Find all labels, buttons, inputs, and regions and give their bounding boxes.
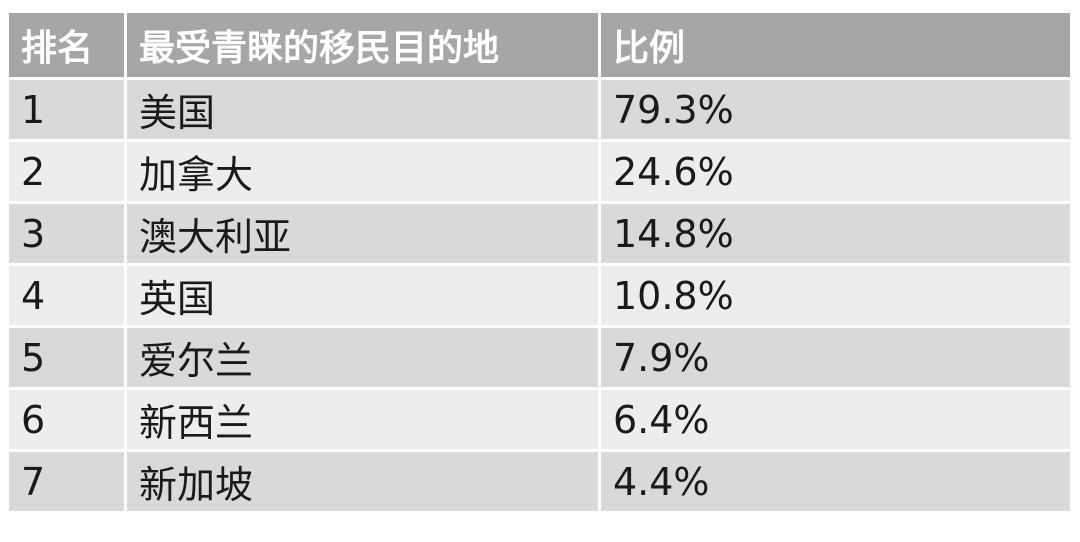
cell-destination: 新加坡: [124, 449, 601, 514]
cell-destination: 澳大利亚: [124, 201, 601, 266]
cell-rank: 1: [6, 77, 127, 142]
table-row: 6 新西兰 6.4%: [6, 387, 1073, 452]
destination-ranking-table: 排名 最受青睐的移民目的地 比例 1 美国 79.3% 2 加拿大 24.6% 3 澳大利亚 1…: [6, 10, 1073, 514]
cell-destination: 加拿大: [124, 139, 601, 204]
cell-ratio: 7.9%: [598, 325, 1073, 390]
cell-ratio: 14.8%: [598, 201, 1073, 266]
header-destination: 最受青睐的移民目的地: [124, 10, 601, 80]
cell-rank: 2: [6, 139, 127, 204]
table-row: 2 加拿大 24.6%: [6, 139, 1073, 204]
cell-ratio: 6.4%: [598, 387, 1073, 452]
header-row: 排名 最受青睐的移民目的地 比例: [6, 10, 1073, 80]
cell-rank: 7: [6, 449, 127, 514]
header-rank: 排名: [6, 10, 127, 80]
cell-destination: 英国: [124, 263, 601, 328]
cell-destination: 爱尔兰: [124, 325, 601, 390]
cell-ratio: 79.3%: [598, 77, 1073, 142]
cell-rank: 3: [6, 201, 127, 266]
table-body: 1 美国 79.3% 2 加拿大 24.6% 3 澳大利亚 14.8% 4 英国 10.8% 5 爱尔兰 7…: [6, 77, 1073, 514]
cell-rank: 5: [6, 325, 127, 390]
header-ratio: 比例: [598, 10, 1073, 80]
table-row: 1 美国 79.3%: [6, 77, 1073, 142]
cell-destination: 美国: [124, 77, 601, 142]
cell-rank: 6: [6, 387, 127, 452]
cell-ratio: 4.4%: [598, 449, 1073, 514]
table-row: 3 澳大利亚 14.8%: [6, 201, 1073, 266]
table-row: 5 爱尔兰 7.9%: [6, 325, 1073, 390]
cell-destination: 新西兰: [124, 387, 601, 452]
cell-ratio: 24.6%: [598, 139, 1073, 204]
table-row: 4 英国 10.8%: [6, 263, 1073, 328]
cell-rank: 4: [6, 263, 127, 328]
table-row: 7 新加坡 4.4%: [6, 449, 1073, 514]
cell-ratio: 10.8%: [598, 263, 1073, 328]
